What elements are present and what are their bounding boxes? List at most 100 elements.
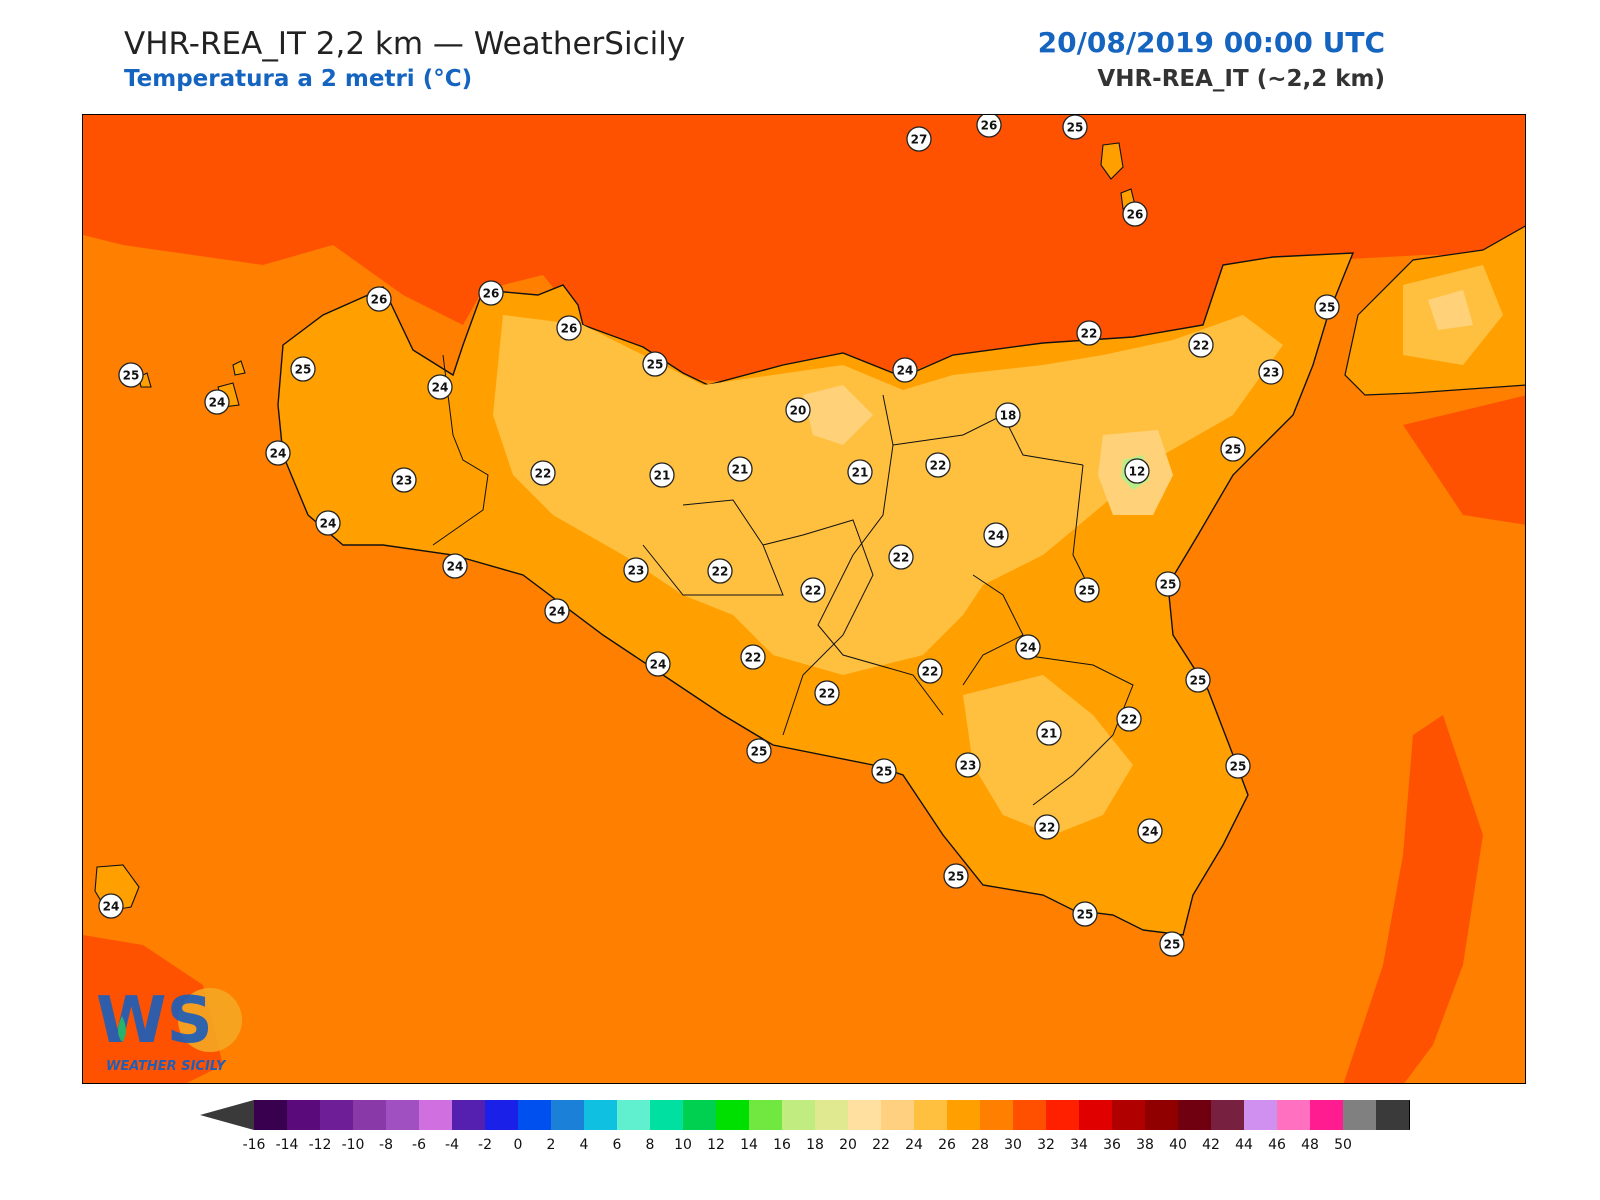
station-circle — [847, 459, 873, 485]
station-circle — [1122, 201, 1148, 227]
station-marker: 21 — [649, 462, 675, 488]
colorbar-tick-label: -8 — [379, 1137, 393, 1153]
colorbar-swatch — [1376, 1100, 1410, 1130]
station-circle — [1220, 436, 1246, 462]
colorbar-swatch — [617, 1100, 651, 1130]
station-circle — [427, 374, 453, 400]
temperature-colorbar: -16 -14 -12 -10 -8 -6 -4 -2 0 2 4 6 8 10 12 14 16 18 20 22 2… — [200, 1100, 1410, 1170]
colorbar-swatch — [815, 1100, 849, 1130]
valid-datetime: 20/08/2019 00:00 UTC — [1037, 26, 1385, 59]
station-value: 20 — [790, 404, 807, 418]
station-value: 12 — [1129, 465, 1146, 479]
station-value: 22 — [1039, 821, 1056, 835]
station-value: 24 — [650, 658, 667, 672]
station-value: 25 — [948, 870, 965, 884]
station-marker: 27 — [906, 126, 932, 152]
station-circle — [871, 758, 897, 784]
station-marker: 25 — [746, 738, 772, 764]
colorbar-tick-label: 50 — [1334, 1137, 1352, 1153]
colorbar-swatch — [1211, 1100, 1245, 1130]
station-value: 22 — [893, 551, 910, 565]
station-circle — [556, 315, 582, 341]
station-value: 25 — [876, 765, 893, 779]
station-marker: 25 — [1074, 577, 1100, 603]
station-marker: 23 — [391, 467, 417, 493]
colorbar-swatch — [1046, 1100, 1080, 1130]
station-value: 25 — [295, 363, 312, 377]
station-value: 27 — [911, 133, 928, 147]
colorbar-swatch — [881, 1100, 915, 1130]
station-value: 24 — [432, 381, 449, 395]
station-value: 24 — [1020, 641, 1037, 655]
station-circle — [645, 651, 671, 677]
station-circle — [800, 577, 826, 603]
station-marker: 24 — [265, 440, 291, 466]
map-title: VHR-REA_IT 2,2 km — WeatherSicily — [124, 26, 686, 62]
station-circle — [1015, 634, 1041, 660]
colorbar-tick-label: 14 — [740, 1137, 758, 1153]
map-canvas: 27 26 25 26 26 26 26 25 24 22 22 25 23 25 25 24 24 20 18 24… — [83, 115, 1525, 1083]
colorbar-over-arrow — [1409, 1100, 1410, 1130]
station-value: 25 — [1160, 578, 1177, 592]
ustica-island — [232, 360, 246, 376]
colorbar-tick-label: 26 — [938, 1137, 956, 1153]
station-circle — [366, 286, 392, 312]
station-circle — [1159, 931, 1185, 957]
colorbar-tick-label: 44 — [1235, 1137, 1253, 1153]
station-circle — [976, 115, 1002, 138]
logo-sun — [178, 988, 242, 1052]
colorbar-tick-label: 6 — [613, 1137, 622, 1153]
station-circle — [1062, 115, 1088, 140]
station-value: 22 — [535, 467, 552, 481]
station-circle — [955, 752, 981, 778]
colorbar-tick-label: -2 — [478, 1137, 492, 1153]
colorbar-swatch — [386, 1100, 420, 1130]
colorbar-tick-label: 36 — [1103, 1137, 1121, 1153]
station-value: 22 — [930, 459, 947, 473]
station-marker: 25 — [943, 863, 969, 889]
station-value: 24 — [103, 900, 120, 914]
station-circle — [917, 658, 943, 684]
station-marker: 24 — [1015, 634, 1041, 660]
station-value: 26 — [981, 119, 998, 133]
station-marker: 22 — [800, 577, 826, 603]
colorbar-tick-label: -16 — [243, 1137, 266, 1153]
station-marker: 24 — [315, 510, 341, 536]
colorbar-swatch — [782, 1100, 816, 1130]
station-value: 24 — [447, 560, 464, 574]
station-value: 22 — [712, 565, 729, 579]
station-circle — [442, 553, 468, 579]
station-marker: 25 — [1314, 294, 1340, 320]
station-marker: 22 — [1034, 814, 1060, 840]
colorbar-tick-label: 32 — [1037, 1137, 1055, 1153]
station-value: 22 — [922, 665, 939, 679]
station-circle — [1072, 901, 1098, 927]
station-marker: 25 — [290, 356, 316, 382]
station-marker: 25 — [1155, 571, 1181, 597]
colorbar-swatch — [584, 1100, 618, 1130]
colorbar-swatch — [947, 1100, 981, 1130]
colorbar-tick-label: -12 — [309, 1137, 332, 1153]
colorbar-tick-label: 46 — [1268, 1137, 1286, 1153]
station-value: 23 — [396, 474, 413, 488]
station-marker: 22 — [707, 558, 733, 584]
station-value: 25 — [647, 358, 664, 372]
colorbar-swatch — [287, 1100, 321, 1130]
station-circle — [814, 680, 840, 706]
colorbar-swatch — [452, 1100, 486, 1130]
colorbar-swatch — [1310, 1100, 1344, 1130]
temperature-map[interactable]: 27 26 25 26 26 26 26 25 24 22 22 25 23 25 25 24 24 20 18 24… — [82, 114, 1526, 1084]
station-circle — [265, 440, 291, 466]
colorbar-tick-label: 20 — [839, 1137, 857, 1153]
station-circle — [995, 402, 1021, 428]
inland-mild-zone — [493, 315, 1283, 675]
station-value: 25 — [1077, 908, 1094, 922]
logo-letters: WS — [96, 984, 213, 1058]
station-marker: 26 — [366, 286, 392, 312]
station-circle — [1314, 294, 1340, 320]
station-circle — [1036, 720, 1062, 746]
station-marker: 25 — [1185, 667, 1211, 693]
station-circle — [892, 357, 918, 383]
station-value: 22 — [745, 651, 762, 665]
station-value: 24 — [988, 529, 1005, 543]
